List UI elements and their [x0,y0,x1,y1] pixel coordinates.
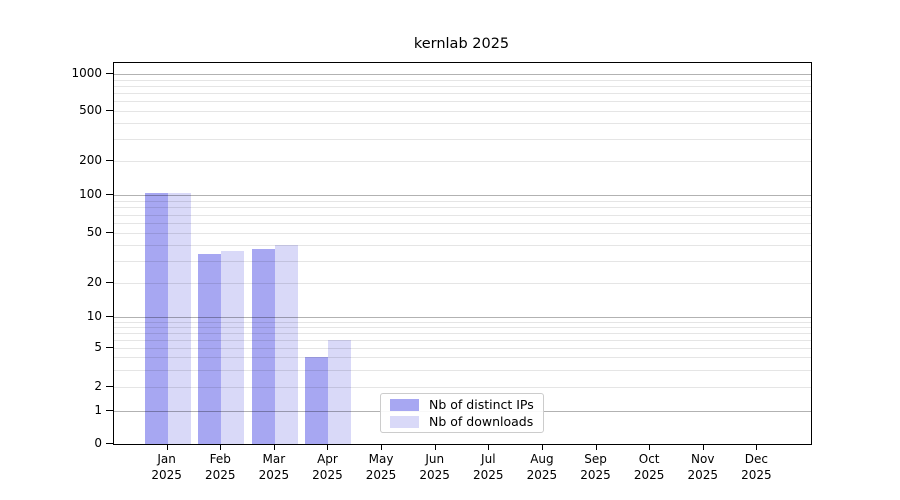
x-tick-may [381,444,383,450]
x-tick-jun [434,444,436,450]
gridline-90 [114,200,811,202]
x-tick-label-feb: Feb 2025 [204,452,236,482]
plot-area [113,62,812,445]
gridline-1000 [114,74,811,75]
y-tick-label-200: 200 [79,153,102,167]
y-tick-label-500: 500 [79,103,102,117]
gridline-400 [114,123,811,125]
bar-mar-distinct-ips [251,249,275,444]
gridline-900 [114,79,811,81]
bar-feb-distinct-ips [198,254,222,444]
y-tick-1000 [106,73,113,74]
gridline-200 [114,161,811,162]
x-tick-sep [595,444,597,450]
x-tick-dec [756,444,758,450]
bar-jan-distinct-ips [144,193,168,444]
x-tick-aug [541,444,543,450]
x-tick-label-nov: Nov 2025 [687,452,719,482]
legend-row-distinct-ips: Nb of distinct IPs [381,397,543,412]
x-tick-label-oct: Oct 2025 [633,452,665,482]
legend-label-downloads: Nb of downloads [429,414,534,429]
legend-row-downloads: Nb of downloads [381,414,543,429]
legend: Nb of distinct IPs Nb of downloads [380,393,544,433]
y-tick-2 [106,386,113,387]
y-tick-5 [106,347,113,348]
x-tick-label-jun: Jun 2025 [419,452,450,482]
bar-apr-downloads [328,339,352,444]
y-tick-20 [106,282,113,283]
x-tick-label-dec: Dec 2025 [741,452,772,482]
gridline-80 [114,207,811,209]
gridline-100 [114,195,811,196]
gridline-40 [114,245,811,247]
y-tick-label-20: 20 [86,275,102,289]
bar-apr-distinct-ips [305,357,329,444]
x-tick-label-mar: Mar 2025 [258,452,290,482]
bar-jan-downloads [167,193,191,444]
gridline-300 [114,138,811,140]
y-tick-label-10: 10 [86,309,102,323]
x-tick-oct [649,444,651,450]
x-tick-label-apr: Apr 2025 [312,452,343,482]
y-tick-label-1000: 1000 [71,66,102,80]
chart-title: kernlab 2025 [413,36,510,52]
y-tick-200 [106,160,113,161]
y-tick-500 [106,110,113,111]
y-tick-label-0: 0 [94,436,102,450]
y-tick-label-50: 50 [86,225,102,239]
y-tick-label-2: 2 [94,379,102,393]
x-tick-apr [327,444,329,450]
y-tick-label-1: 1 [94,403,102,417]
x-tick-label-aug: Aug 2025 [526,452,558,482]
x-tick-feb [220,444,222,450]
y-tick-1 [106,410,113,411]
y-tick-label-5: 5 [94,340,102,354]
legend-swatch-distinct-ips [390,398,419,411]
y-tick-label-100: 100 [79,187,102,201]
x-tick-nov [702,444,704,450]
gridline-60 [114,223,811,224]
gridline-700 [114,93,811,95]
x-tick-jul [488,444,490,450]
gridline-600 [114,101,811,103]
gridline-800 [114,85,811,87]
x-tick-label-jul: Jul 2025 [473,452,504,482]
bar-mar-downloads [274,245,298,444]
x-tick-label-may: May 2025 [365,452,397,482]
legend-swatch-downloads [390,415,419,428]
gridline-500 [114,111,811,112]
bar-feb-downloads [221,250,245,444]
y-tick-10 [106,316,113,317]
legend-label-distinct-ips: Nb of distinct IPs [429,397,534,412]
x-tick-label-jan: Jan 2025 [151,452,182,482]
gridline-70 [114,214,811,216]
y-tick-100 [106,194,113,195]
x-tick-label-sep: Sep 2025 [580,452,611,482]
y-tick-0 [106,443,113,444]
x-tick-mar [273,444,275,450]
y-tick-50 [106,232,113,233]
gridline-50 [114,233,811,234]
x-tick-jan [166,444,168,450]
